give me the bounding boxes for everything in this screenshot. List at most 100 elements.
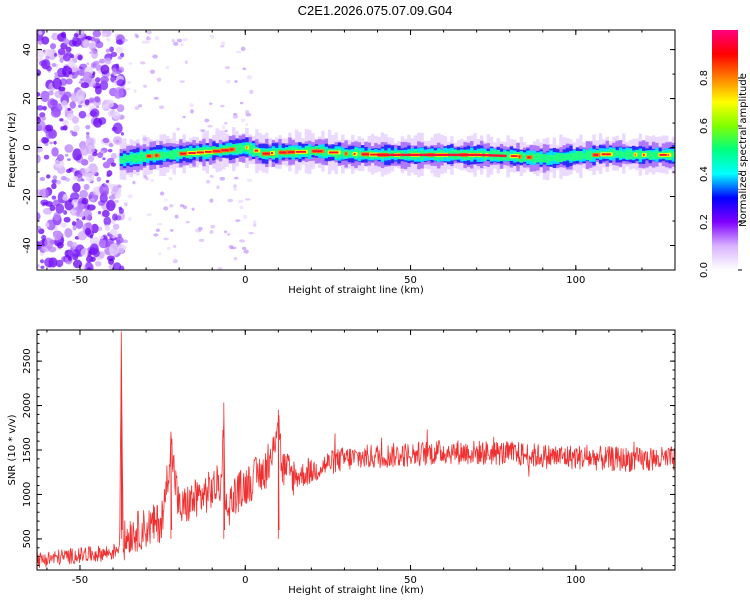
heatmap-cell [69,101,76,109]
heatmap-cell [112,213,118,221]
heatmap-cell [98,239,107,247]
heatmap-cell [585,150,590,161]
heatmap-cell [139,151,143,162]
heatmap-cell [190,109,194,114]
heatmap-cell [106,199,116,212]
heatmap-cell [54,158,65,169]
heatmap-cell [225,79,231,84]
heatmap-cell [63,53,71,62]
heatmap-cell [243,249,249,254]
heatmap-cell [527,156,531,159]
heatmap-cell [436,153,441,157]
heatmap-cell [245,110,250,115]
heatmap-cell [569,153,573,161]
heatmap-cell [370,153,379,156]
heatmap-cell [615,150,619,157]
heatmap-cell [51,183,57,190]
heatmap-cell [112,70,118,75]
heatmap-cell [39,112,46,118]
heatmap-cell [67,59,75,68]
heatmap-cell [116,239,121,244]
heatmap-cell [52,77,62,90]
heatmap-cell [127,80,131,85]
heatmap-cell [95,41,104,49]
heatmap-cell [75,219,84,230]
heatmap-cell [82,71,93,85]
heatmap-cell [45,124,54,132]
heatmap-cell [246,178,253,182]
heatmap-cell [237,199,244,204]
heatmap-cell [226,232,231,236]
heatmap-cell [71,116,79,124]
heatmap-cell [94,96,101,103]
heatmap-cell [466,153,471,157]
heatmap-cell [175,149,180,157]
heatmap-cell [40,59,51,70]
heatmap-cell [105,48,110,53]
snr-ylabel: SNR (10 * v/v) [7,414,18,485]
heatmap-cell [324,149,328,157]
heatmap-cell [51,62,57,67]
heatmap-cell [96,176,102,182]
heatmap-cell [64,153,69,157]
heatmap-cell [49,204,56,212]
heatmap-cell [249,89,254,95]
heatmap-cell [546,155,550,163]
heatmap-cell [76,99,81,105]
heatmap-cell [430,153,434,157]
spectrogram-ylabel: Frequency (Hz) [7,112,18,188]
heatmap-cell [162,151,167,159]
heatmap-cell [44,257,54,268]
heatmap-cell [110,152,117,160]
heatmap-cell [102,137,110,144]
heatmap-cell [112,223,120,230]
heatmap-cell [81,197,89,205]
heatmap-cell [43,48,54,57]
heatmap-cell [95,261,102,267]
x-tick-label: 50 [404,575,417,586]
heatmap-cell [227,198,234,203]
heatmap-cell [101,33,107,38]
heatmap-cell [107,148,113,153]
heatmap-cell [234,80,238,83]
heatmap-cell [83,183,90,191]
spectrogram-frame [36,29,676,271]
heatmap-cell [245,123,249,127]
heatmap-cell [174,214,179,219]
y-tick-label: 2500 [22,348,33,373]
heatmap-cell [153,96,159,100]
heatmap-cell [147,155,151,158]
heatmap-cell [638,150,643,159]
heatmap-cell [110,51,118,58]
heatmap-cell [463,153,467,157]
heatmap-cell [555,153,560,162]
heatmap-cell [197,227,203,231]
heatmap-cell [476,153,481,157]
heatmap-cell [223,230,228,234]
heatmap-cell [50,108,61,118]
heatmap-cell [112,262,122,270]
heatmap-cell [105,224,110,229]
heatmap-cell [189,103,194,108]
y-tick-label: -20 [22,188,33,204]
heatmap-cell [651,151,656,159]
heatmap-cell [156,222,163,226]
heatmap-cell [239,205,244,210]
heatmap-cell [153,233,159,237]
heatmap-cell [210,224,216,229]
heatmap-cell [185,220,190,224]
heatmap-cell [252,220,257,224]
heatmap-cell [109,234,113,238]
heatmap-cell [618,150,623,159]
heatmap-cell [37,69,42,77]
heatmap-cell [423,153,428,157]
heatmap-cell [675,147,678,162]
heatmap-cell [104,57,112,65]
heatmap-cell [116,39,123,45]
heatmap-cell [71,241,78,250]
heatmap-cell [53,230,62,241]
heatmap-cell [114,199,119,203]
heatmap-cell [593,153,599,156]
colorbar-strip [712,30,738,270]
